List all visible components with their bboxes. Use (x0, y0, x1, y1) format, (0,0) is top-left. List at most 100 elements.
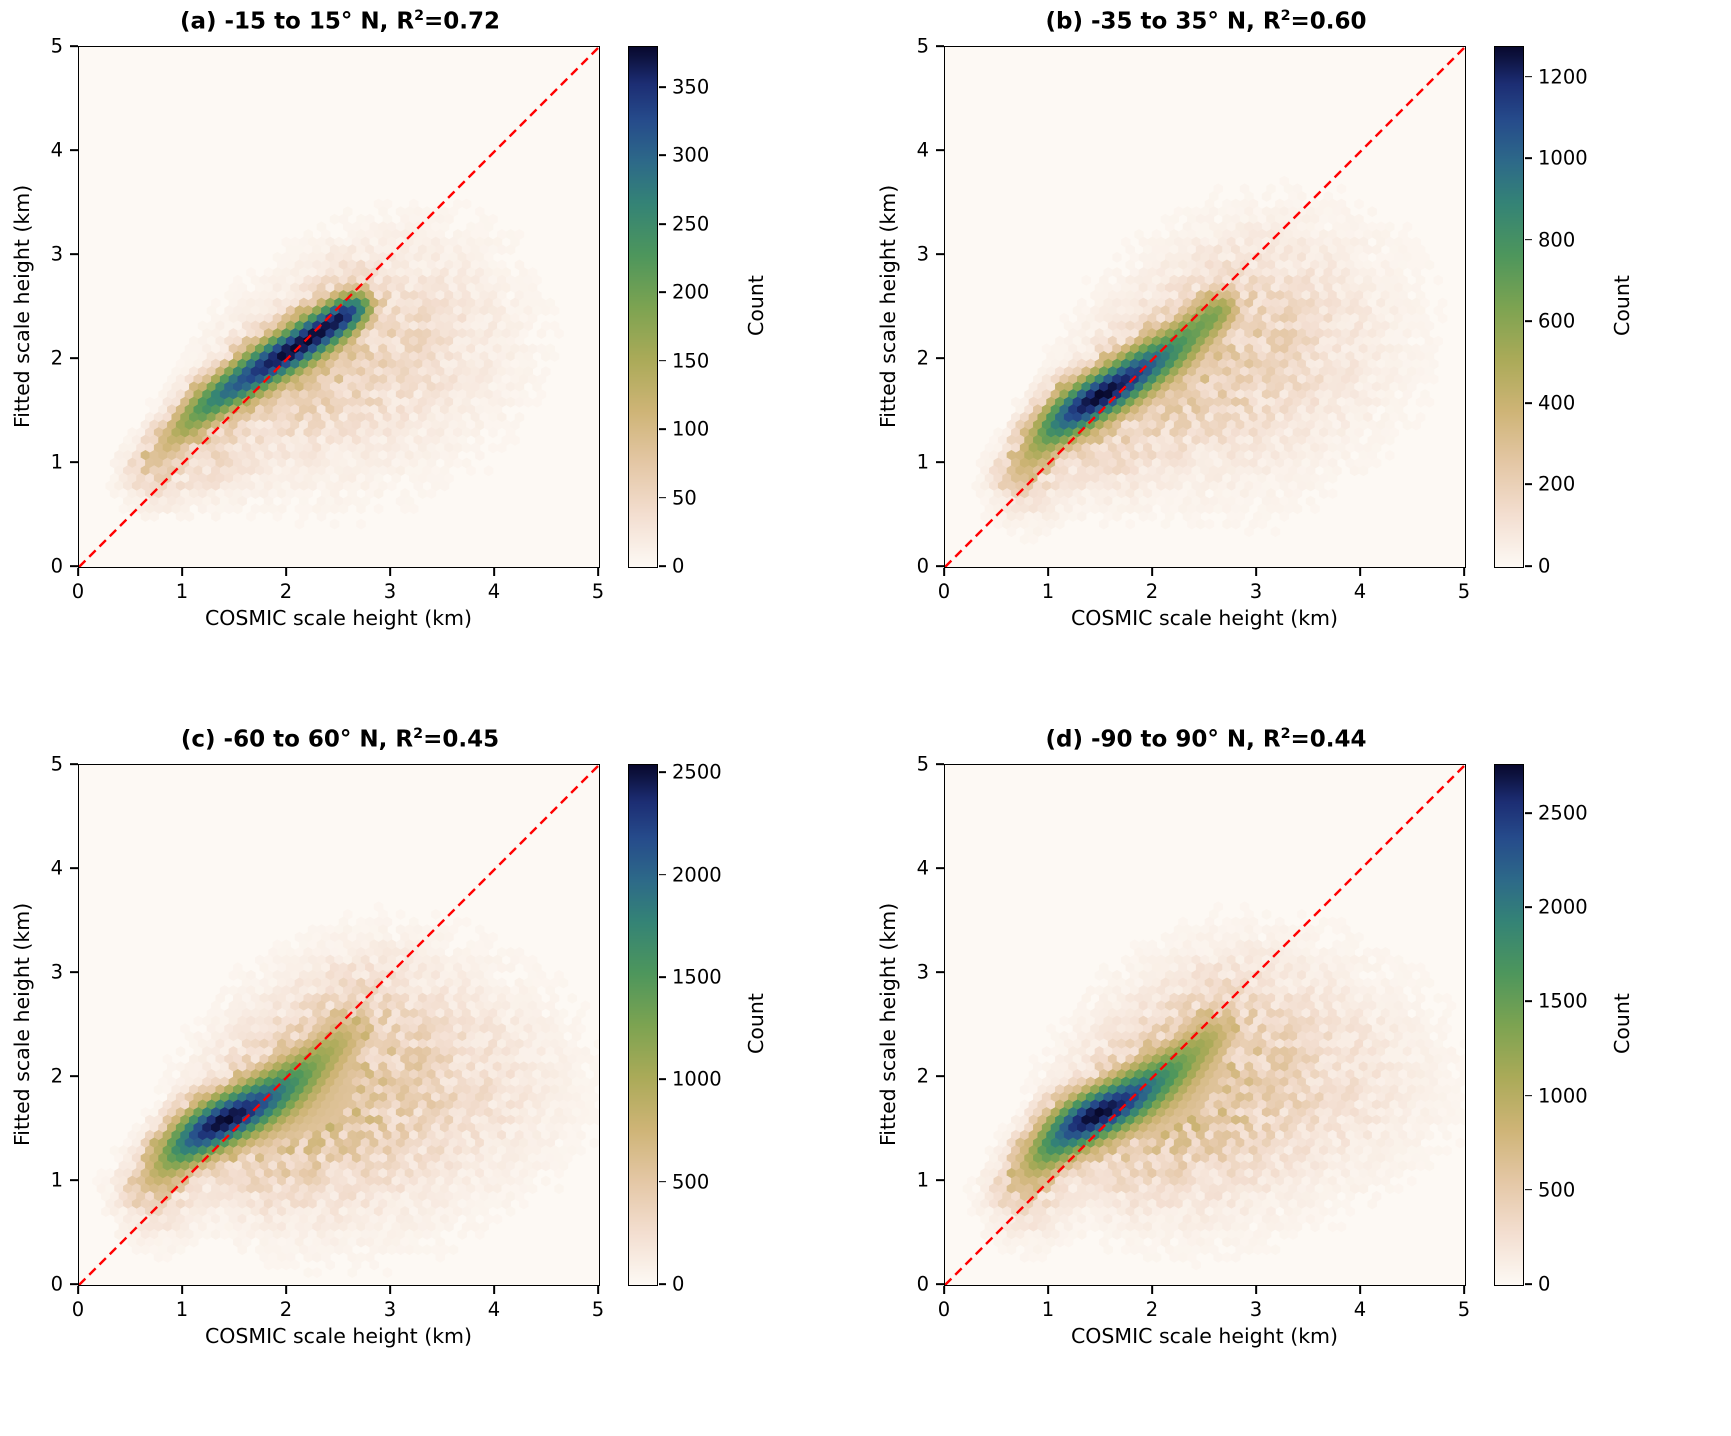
y-tick-label: 2 (916, 346, 929, 370)
r-squared-value: =0.45 (423, 726, 500, 753)
y-axis-ticks: 0 1 2 3 4 5 (0, 753, 78, 1296)
r-squared-exponent: 2 (1280, 726, 1291, 742)
colorbar-tick-mark (659, 496, 666, 499)
colorbar-tick-mark (1525, 1094, 1532, 1097)
y-tick-mark (936, 461, 944, 463)
y-tick-mark (70, 357, 78, 359)
panel-a: (a) -15 to 15° N, R2=0.72 Fitted scale h… (0, 0, 866, 718)
y-tick-label: 5 (50, 752, 63, 776)
x-tick-label: 4 (487, 1298, 501, 1321)
title-text: (b) -35 to 35° N, R (1045, 8, 1281, 35)
y-axis-ticks: 0 1 2 3 4 5 (0, 35, 78, 578)
colorbar-tick-label: 0 (672, 554, 685, 578)
r-squared-value: =0.60 (1290, 8, 1367, 35)
x-tick-mark (1047, 568, 1049, 576)
y-tick-mark (936, 149, 944, 151)
x-tick-label: 3 (383, 1298, 397, 1321)
y-tick-mark (936, 357, 944, 359)
x-tick-mark (1463, 568, 1465, 576)
colorbar-tick-label: 0 (672, 1272, 685, 1296)
colorbar (628, 764, 658, 1286)
y-tick-mark (70, 149, 78, 151)
colorbar-label: Count (1610, 275, 1634, 337)
y-tick-mark (70, 565, 78, 567)
y-tick-label: 0 (50, 1272, 63, 1296)
x-tick-label: 4 (487, 580, 501, 603)
colorbar-tick-mark (1525, 157, 1532, 159)
colorbar-tick-mark (659, 291, 666, 294)
colorbar-tick-mark (1525, 1000, 1532, 1003)
colorbar (628, 46, 658, 568)
colorbar-tick-mark (1525, 812, 1532, 814)
colorbar-tick-label: 600 (1538, 309, 1576, 333)
x-tick-label: 3 (383, 580, 397, 603)
x-tick-mark (1151, 568, 1153, 576)
x-tick-label: 0 (71, 580, 85, 603)
x-tick-mark (1255, 568, 1257, 576)
colorbar-tick-label: 1000 (1538, 1084, 1588, 1108)
x-tick-mark (77, 1286, 79, 1294)
colorbar-tick-label: 0 (1538, 1272, 1551, 1296)
panel-d: (d) -90 to 90° N, R2=0.44 Fitted scale h… (866, 718, 1731, 1436)
x-tick-label: 4 (1353, 1298, 1367, 1321)
y-tick-label: 3 (916, 242, 929, 266)
y-tick-label: 3 (50, 242, 63, 266)
x-tick-mark (597, 1286, 599, 1294)
colorbar-tick-mark (1525, 565, 1532, 567)
colorbar-tick-label: 2000 (672, 863, 722, 887)
title-text: (a) -15 to 15° N, R (179, 8, 415, 35)
y-tick-mark (70, 461, 78, 463)
colorbar-tick-label: 200 (1538, 472, 1576, 496)
x-tick-mark (77, 568, 79, 576)
colorbar-tick-mark (659, 976, 666, 978)
x-tick-mark (389, 1286, 391, 1294)
colorbar-tick-label: 200 (672, 280, 710, 304)
x-axis-label: COSMIC scale height (km) (1070, 606, 1339, 630)
colorbar-canvas (629, 47, 657, 567)
colorbar-tick-mark (659, 1180, 666, 1183)
colorbar-canvas (1495, 765, 1523, 1285)
colorbar-tick-label: 400 (1538, 391, 1576, 415)
colorbar-tick-label: 150 (672, 349, 710, 373)
colorbar-label: Count (744, 275, 768, 337)
colorbar-tick-mark (1525, 1283, 1532, 1285)
colorbar-tick-mark (659, 359, 666, 362)
hexbin-canvas (945, 47, 1465, 567)
plot-area (944, 46, 1466, 568)
colorbar-tick-label: 1000 (672, 1067, 722, 1091)
panel-title: (b) -35 to 35° N, R2=0.60 (944, 8, 1468, 35)
x-axis-ticks: 0 1 2 3 4 5 (938, 1286, 1470, 1330)
y-tick-mark (936, 1075, 944, 1077)
y-tick-label: 2 (916, 1064, 929, 1088)
colorbar-tick-mark (659, 873, 666, 876)
colorbar-label: Count (744, 993, 768, 1055)
y-tick-mark (936, 565, 944, 567)
y-tick-label: 1 (916, 1168, 929, 1192)
y-tick-label: 4 (916, 138, 929, 162)
x-tick-label: 5 (1457, 580, 1471, 603)
colorbar (1494, 46, 1524, 568)
y-tick-mark (70, 971, 78, 973)
y-axis-ticks: 0 1 2 3 4 5 (866, 35, 944, 578)
colorbar-canvas (1495, 47, 1523, 567)
colorbar-tick-mark (1525, 906, 1532, 909)
panel-title: (d) -90 to 90° N, R2=0.44 (944, 726, 1468, 753)
panel-title: (a) -15 to 15° N, R2=0.72 (78, 8, 602, 35)
colorbar-tick-label: 2500 (672, 760, 722, 784)
colorbar-tick-label: 500 (672, 1170, 710, 1194)
colorbar-tick-label: 1500 (672, 965, 722, 989)
x-tick-label: 1 (175, 1298, 189, 1321)
x-tick-mark (389, 568, 391, 576)
colorbar-tick-mark (659, 771, 666, 774)
x-tick-mark (943, 568, 945, 576)
y-tick-label: 3 (50, 960, 63, 984)
plot-area (78, 764, 600, 1286)
colorbar-tick-label: 350 (672, 75, 710, 99)
colorbar-tick-mark (659, 154, 666, 157)
y-tick-label: 2 (50, 1064, 63, 1088)
hexbin-canvas (79, 765, 599, 1285)
colorbar-tick-label: 1200 (1538, 65, 1588, 89)
hexbin-canvas (945, 765, 1465, 1285)
colorbar-ticks: 0 500 1000 1500 2000 2500 (1525, 764, 1635, 1296)
